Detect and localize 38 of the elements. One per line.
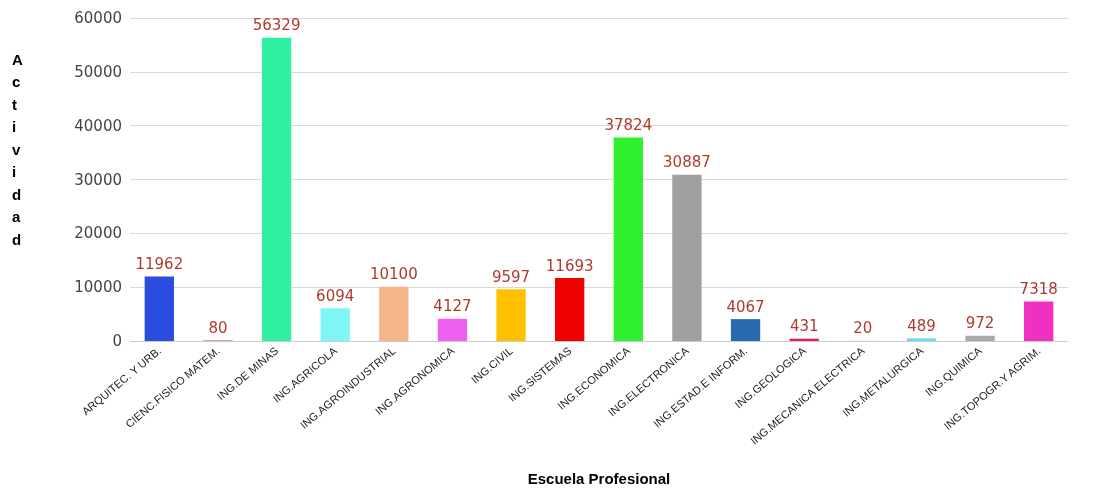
bar [965,335,995,341]
bar [672,174,702,341]
bar [437,318,468,341]
data-label: 80 [208,319,228,338]
bar [613,137,643,341]
y-tick-label: 40000 [74,116,122,135]
bar [144,276,174,341]
y-tick-label: 20000 [74,224,122,243]
data-label: 6094 [316,286,355,305]
data-label: 20 [853,319,873,338]
data-label: 4067 [726,297,765,316]
text: Actividad [12,50,23,248]
y-tick-label: 50000 [74,62,122,81]
data-label: 30887 [663,153,711,172]
data-label: 4127 [433,297,472,316]
y-tick-label: 0 [112,332,122,350]
y-tick-label: 10000 [74,278,122,297]
bar [496,289,526,341]
bar [730,319,761,341]
y-tick-label: 30000 [74,170,122,189]
data-label: 431 [789,317,819,336]
x-axis-title: Escuela Profesional [527,470,671,487]
data-label: 11962 [135,255,184,274]
bar [320,308,350,341]
data-label: 37824 [604,115,653,134]
bar [379,286,409,341]
y-tick-label: 60000 [74,9,122,27]
bar [261,37,292,341]
bar [555,278,585,341]
data-label: 9597 [491,267,531,286]
bar [1024,301,1054,341]
data-label: 10100 [369,265,418,284]
bar [906,338,937,341]
data-label: 56329 [252,16,301,35]
data-label: 972 [965,314,995,333]
data-label: 489 [907,316,936,335]
data-label: 11693 [545,256,594,275]
data-label: 7318 [1019,280,1058,299]
